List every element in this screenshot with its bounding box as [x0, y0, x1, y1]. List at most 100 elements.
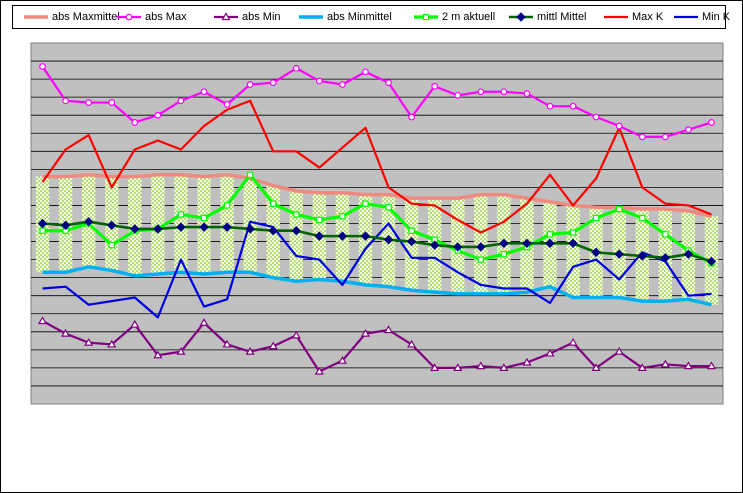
- data-point: [429, 240, 440, 250]
- data-point: [499, 363, 509, 371]
- legend-label: abs Minmittel: [327, 11, 392, 23]
- data-point: [522, 238, 532, 249]
- data-point: [683, 249, 694, 259]
- data-point: [500, 88, 508, 96]
- data-point: [706, 361, 717, 370]
- data-point: [130, 224, 140, 234]
- data-point: [83, 216, 94, 227]
- data-point: [408, 227, 415, 234]
- data-point: [269, 79, 277, 87]
- data-point: [222, 339, 232, 348]
- data-point: [200, 88, 208, 96]
- data-point: [500, 250, 508, 258]
- data-point: [246, 81, 254, 88]
- data-point: [337, 231, 348, 241]
- legend-label: Min K: [702, 11, 731, 23]
- series-abs-minmittel: [42, 265, 712, 307]
- series-abs-maxmittel: [42, 173, 712, 218]
- data-point: [107, 220, 117, 231]
- data-point: [291, 226, 301, 236]
- data-point: [223, 100, 231, 108]
- data-point: [37, 316, 48, 325]
- data-point: [614, 249, 624, 259]
- data-point: [660, 253, 671, 263]
- data-point: [337, 355, 347, 364]
- data-point: [176, 346, 186, 355]
- data-point: [546, 231, 554, 238]
- legend-item: abs Max: [116, 6, 187, 28]
- data-point: [177, 211, 185, 218]
- data-point: [270, 200, 277, 207]
- data-point: [39, 63, 46, 70]
- data-point: [591, 247, 601, 258]
- data-point: [406, 236, 417, 247]
- data-point: [107, 339, 117, 348]
- data-point: [154, 111, 162, 119]
- data-point: [706, 256, 717, 267]
- data-point: [430, 363, 440, 371]
- data-point: [499, 238, 509, 249]
- series-line: [42, 320, 712, 373]
- data-point: [199, 318, 209, 326]
- data-point: [177, 97, 185, 105]
- data-point: [708, 119, 715, 126]
- legend-item: Max K: [603, 6, 663, 28]
- data-point: [453, 363, 463, 371]
- data-point: [568, 337, 578, 346]
- data-point: [545, 238, 555, 249]
- data-point: [314, 231, 325, 241]
- series-mittl-mittel: [37, 216, 717, 267]
- data-point: [339, 81, 346, 88]
- gridlines: [31, 60, 723, 387]
- legend-item: abs Maxmittel: [23, 6, 120, 28]
- legend-swatch: [604, 15, 628, 19]
- data-point: [638, 133, 646, 141]
- data-point: [637, 363, 647, 371]
- data-point: [61, 328, 71, 337]
- range-bar: [566, 205, 580, 298]
- legend-swatch: [214, 12, 238, 21]
- legend-swatch: [299, 15, 323, 19]
- data-point: [125, 13, 133, 21]
- data-point: [60, 220, 71, 231]
- data-point: [245, 346, 255, 355]
- legend-label: abs Maxmittel: [52, 11, 120, 23]
- data-point: [569, 102, 577, 110]
- data-point: [683, 361, 693, 370]
- series-line: [42, 265, 712, 307]
- data-point: [614, 346, 624, 355]
- series-min-k: [42, 220, 712, 319]
- series-max-k: [41, 99, 712, 234]
- data-point: [522, 357, 532, 366]
- data-point: [568, 238, 578, 249]
- data-point: [84, 337, 94, 346]
- data-point: [453, 242, 463, 252]
- data-point: [516, 12, 526, 22]
- legend-swatch: [674, 15, 698, 19]
- data-point: [476, 361, 486, 370]
- data-point: [545, 348, 555, 357]
- data-point: [360, 231, 371, 241]
- data-point: [222, 222, 232, 232]
- data-point: [245, 224, 255, 234]
- data-point: [546, 102, 554, 110]
- series-line: [42, 220, 712, 319]
- data-point: [316, 216, 323, 224]
- data-point: [268, 226, 278, 236]
- data-point: [685, 126, 692, 134]
- data-point: [293, 211, 300, 218]
- data-point: [592, 113, 600, 121]
- data-point: [592, 214, 600, 222]
- series-line: [41, 65, 712, 138]
- data-point: [223, 202, 231, 209]
- data-point: [85, 99, 93, 106]
- data-point: [662, 231, 669, 238]
- data-point: [246, 171, 254, 178]
- data-point: [407, 339, 417, 348]
- data-point: [639, 214, 646, 222]
- data-point: [339, 213, 346, 220]
- data-point: [268, 341, 278, 350]
- data-point: [292, 64, 300, 72]
- legend-item: abs Min: [213, 6, 281, 28]
